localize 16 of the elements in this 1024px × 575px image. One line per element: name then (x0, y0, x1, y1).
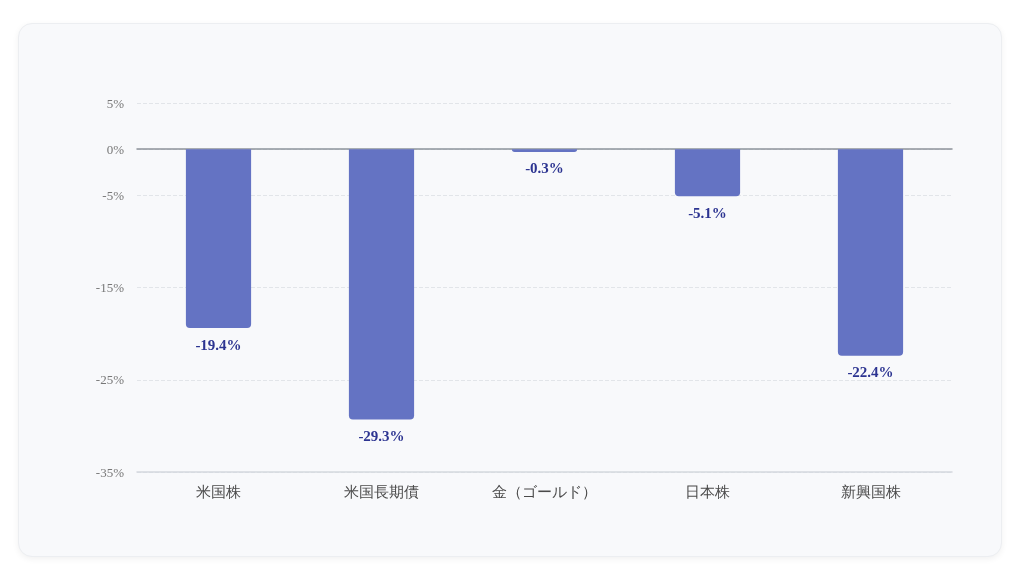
x-tick-label: 米国長期債 (344, 483, 419, 500)
x-tick-label: 新興国株 (840, 483, 901, 500)
y-tick-label: -35% (95, 464, 125, 480)
data-label: -5.1% (688, 204, 727, 221)
data-label: -19.4% (195, 336, 242, 353)
y-tick-label: 0% (106, 141, 125, 157)
x-tick-label: 日本株 (685, 483, 730, 500)
y-tick-label: 5% (106, 95, 125, 111)
data-label: -0.3% (525, 160, 564, 177)
y-tick-label: -5% (102, 187, 125, 203)
x-tick-label: 金（ゴールド） (492, 483, 597, 500)
y-tick-label: -25% (95, 372, 125, 388)
x-tick-label: 米国株 (196, 483, 241, 500)
data-label: -22.4% (847, 364, 894, 381)
data-label: -29.3% (358, 427, 405, 444)
y-tick-label: -15% (95, 280, 125, 295)
